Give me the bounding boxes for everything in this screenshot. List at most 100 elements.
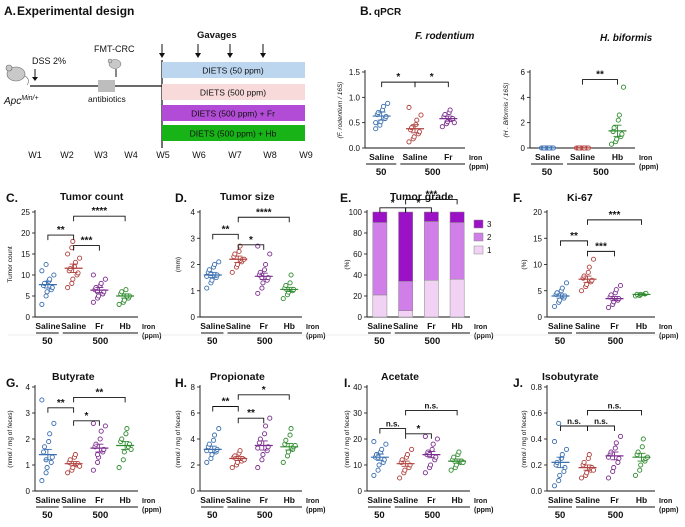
- panel-b-letter: B.: [360, 4, 372, 18]
- data-point: [209, 277, 215, 283]
- dose-label-50: 50: [42, 510, 53, 521]
- x-tick-label: Fr: [95, 321, 104, 331]
- data-point: [39, 397, 45, 403]
- data-point: [77, 463, 83, 469]
- chart-title: Tumor grade: [390, 191, 454, 203]
- series-1: [229, 448, 248, 471]
- legend-label: 3: [487, 220, 492, 229]
- significance-label: ***: [595, 241, 607, 252]
- data-point: [98, 280, 104, 286]
- data-point: [378, 119, 384, 125]
- stacked-bar-segment: [372, 222, 388, 296]
- chart-prop: H. Propionate (nmol / mg of feces) 0 2 4 6 8 Sal…: [175, 371, 325, 521]
- data-point: [442, 112, 448, 118]
- diet-bars: DIETS (50 ppm) DIETS (500 ppm) DIETS (500 …: [162, 62, 305, 141]
- chart-size: D. Tumor size (mm) 0 1 2 3 4 Saline Saline Fr Hb 50 5…: [175, 191, 325, 347]
- iron-unit-label: (ppm): [639, 164, 658, 171]
- data-point: [448, 467, 454, 473]
- series-0: [203, 259, 222, 291]
- series-0: [38, 397, 57, 484]
- data-point: [371, 439, 377, 445]
- data-point: [409, 446, 415, 452]
- y-tick-label: 4: [191, 208, 196, 217]
- x-tick-label: Hb: [636, 321, 647, 331]
- dose-label-50: 50: [374, 336, 385, 347]
- significance-label: **: [57, 398, 65, 409]
- significance-label: *: [396, 72, 400, 83]
- data-point: [615, 117, 621, 123]
- x-tick-label: Fr: [95, 495, 104, 505]
- week-labels: W1 W2 W3 W4 W5 W6 W7 W8 W9: [28, 150, 313, 160]
- data-point: [116, 301, 122, 307]
- significance-label: n.s.: [424, 401, 438, 410]
- week-label: W6: [192, 150, 206, 160]
- data-point: [255, 290, 261, 296]
- data-point: [119, 436, 125, 442]
- y-tick-label: 10: [533, 261, 542, 270]
- data-point: [255, 465, 261, 471]
- y-tick-label: 15: [533, 234, 542, 243]
- panel-letter: G.: [6, 376, 19, 390]
- chart-ki67: F. Ki-67 (%) 0 5 10 15 20 Saline Saline Fr Hb 50 500 I…: [513, 191, 678, 347]
- iron-label: Iron: [659, 324, 672, 331]
- data-point: [447, 107, 453, 113]
- data-point: [216, 259, 222, 265]
- dose-label-50: 50: [555, 336, 566, 347]
- y-tick-label: 0: [521, 144, 526, 153]
- panel-letter: D.: [175, 191, 187, 205]
- data-point: [285, 289, 292, 295]
- data-point: [47, 276, 53, 282]
- chart-title: Butyrate: [52, 371, 95, 383]
- data-point: [65, 251, 71, 257]
- gavage-arrows: [159, 44, 266, 58]
- data-point: [44, 465, 50, 471]
- significance-label: ***: [609, 210, 621, 221]
- y-tick-label: 80: [353, 229, 362, 238]
- data-point: [616, 112, 622, 118]
- stacked-bar-segment: [398, 310, 413, 318]
- significance-bracket: ***: [405, 189, 458, 205]
- y-tick-label: 1: [191, 287, 196, 296]
- dose-label-500: 500: [92, 336, 108, 347]
- y-tick-label: 8: [191, 383, 196, 392]
- series-0: [203, 426, 222, 465]
- chart-title: Ki-67: [567, 192, 593, 204]
- dose-label-50: 50: [555, 510, 566, 521]
- data-point: [48, 459, 54, 465]
- y-tick-label: 2: [521, 119, 526, 128]
- bracket-line: [237, 417, 265, 424]
- data-point: [120, 457, 126, 463]
- significance-label: *: [391, 198, 395, 209]
- diet-bar-label: DIETS (500 ppm): [200, 88, 266, 98]
- data-point: [578, 475, 585, 481]
- y-axis-label: (nmol / mg of feces): [521, 410, 528, 467]
- data-point: [556, 478, 562, 484]
- data-point: [586, 264, 592, 270]
- data-point: [422, 433, 428, 439]
- data-point: [430, 441, 436, 447]
- dose-label-50: 50: [207, 336, 218, 347]
- x-tick-label: Saline: [200, 495, 225, 505]
- significance-bracket: *: [237, 385, 290, 400]
- x-tick-label: Saline: [575, 495, 600, 505]
- x-tick-label: Saline: [367, 321, 392, 331]
- data-point: [44, 289, 50, 295]
- data-point: [204, 459, 210, 465]
- fmt-label: FMT-CRC: [94, 44, 135, 54]
- data-point: [373, 120, 379, 126]
- data-point: [234, 261, 240, 268]
- series-1: [573, 145, 592, 151]
- x-tick-label: Fr: [260, 321, 269, 331]
- iron-unit-label: (ppm): [474, 333, 493, 340]
- x-tick-label: Saline: [61, 495, 86, 505]
- iron-label: Iron: [306, 324, 319, 331]
- y-tick-label: 0: [26, 487, 31, 496]
- data-point: [77, 255, 83, 261]
- series-1: [578, 256, 597, 294]
- panel-letter: I.: [344, 376, 351, 390]
- iron-label: Iron: [474, 498, 487, 505]
- data-point: [285, 449, 292, 455]
- data-point: [371, 472, 377, 478]
- panel-a: A. Experimental design ApcMin/+ DSS 2% a…: [3, 4, 313, 160]
- data-point: [563, 446, 570, 452]
